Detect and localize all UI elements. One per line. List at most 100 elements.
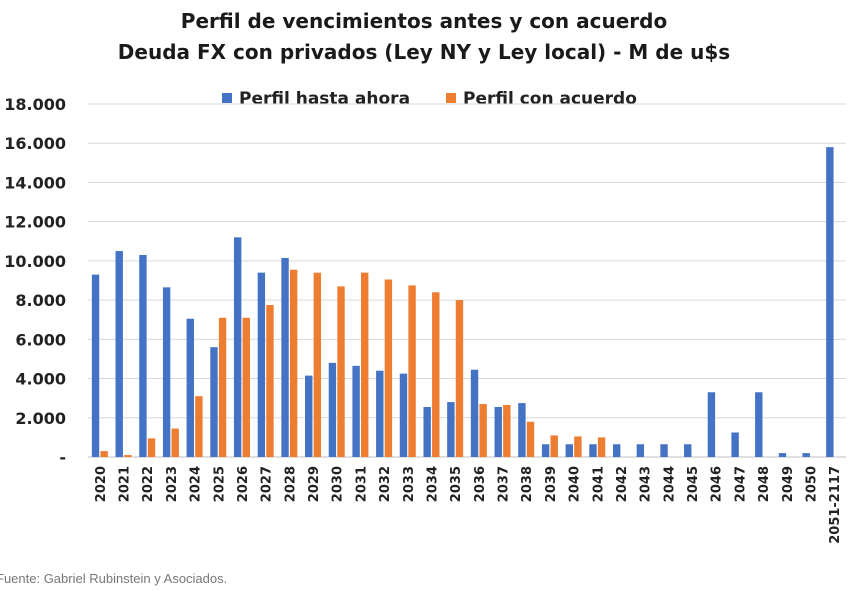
- x-tick-label: 2032: [378, 466, 393, 502]
- bar-perfil-hasta-ahora-2021: [115, 251, 123, 457]
- bar-perfil-con-acuerdo-2030: [337, 286, 345, 457]
- bar-perfil-hasta-ahora-2025: [210, 347, 218, 457]
- x-tick-label: 2050: [804, 466, 819, 502]
- x-tick-label: 2028: [283, 466, 298, 502]
- bar-perfil-con-acuerdo-2028: [289, 269, 298, 457]
- x-tick-label: 2039: [544, 466, 559, 502]
- bar-perfil-hasta-ahora-2044: [660, 444, 668, 457]
- bar-perfil-hasta-ahora-2048: [755, 392, 763, 457]
- y-tick-label: 8.000: [15, 291, 66, 310]
- bar-perfil-hasta-ahora-2020: [91, 274, 100, 457]
- x-tick-label: 2038: [520, 466, 535, 502]
- bar-perfil-con-acuerdo-2035: [455, 300, 464, 457]
- x-tick-label: 2020: [94, 466, 109, 502]
- bar-perfil-con-acuerdo-2020: [100, 451, 108, 457]
- legend-swatch-series-2: [446, 93, 456, 103]
- bar-perfil-con-acuerdo-2037: [503, 405, 511, 457]
- chart-title-line-1: Perfil de vencimientos antes y con acuer…: [181, 9, 667, 33]
- x-axis-tick-labels: 2020 2021 2022 2023 2024 2025 2026 2027 2028 2029…: [94, 466, 843, 544]
- x-tick-label: 2051-2117: [828, 466, 843, 544]
- bar-perfil-con-acuerdo-2036: [479, 404, 487, 457]
- x-tick-label: 2037: [497, 466, 512, 502]
- bar-perfil-hasta-ahora-2038: [518, 403, 526, 457]
- x-tick-label: 2042: [615, 466, 630, 502]
- x-tick-label: 2031: [354, 466, 369, 502]
- bar-perfil-con-acuerdo-2029: [313, 272, 322, 457]
- x-tick-label: 2033: [402, 466, 417, 502]
- bar-perfil-hasta-ahora-2031: [352, 365, 360, 457]
- x-tick-label: 2043: [639, 466, 654, 502]
- x-tick-label: 2049: [781, 466, 796, 502]
- x-tick-label: 2022: [141, 466, 156, 502]
- bar-perfil-con-acuerdo-2038: [526, 421, 535, 457]
- x-tick-label: 2029: [307, 466, 322, 502]
- bar-perfil-con-acuerdo-2032: [384, 279, 393, 457]
- bar-perfil-con-acuerdo-2024: [195, 396, 203, 457]
- bar-perfil-hasta-ahora-2030: [328, 362, 337, 457]
- x-tick-label: 2025: [212, 466, 227, 502]
- bar-perfil-hasta-ahora-2034: [423, 406, 431, 457]
- bar-perfil-con-acuerdo-2039: [550, 435, 558, 457]
- bar-perfil-con-acuerdo-2034: [432, 292, 440, 457]
- y-tick-label: 14.000: [4, 173, 66, 192]
- y-tick-label: 16.000: [4, 134, 66, 153]
- y-tick-label: 10.000: [4, 252, 66, 271]
- bar-perfil-con-acuerdo-2025: [218, 317, 227, 457]
- bar-perfil-con-acuerdo-2031: [361, 272, 369, 457]
- x-tick-label: 2047: [733, 466, 748, 502]
- x-tick-label: 2023: [165, 466, 180, 502]
- bar-perfil-con-acuerdo-2033: [408, 285, 416, 457]
- bar-perfil-con-acuerdo-2023: [171, 428, 179, 457]
- x-tick-label: 2036: [473, 466, 488, 502]
- x-tick-label: 2026: [236, 466, 251, 502]
- y-tick-label: 12.000: [4, 213, 66, 232]
- legend-label-series-1: Perfil hasta ahora: [239, 89, 410, 109]
- bar-perfil-hasta-ahora-2024: [186, 318, 194, 457]
- bar-perfil-con-acuerdo-2026: [242, 317, 250, 457]
- bar-perfil-hasta-ahora-2043: [636, 444, 645, 457]
- bar-perfil-hasta-ahora-2040: [565, 444, 573, 457]
- bar-perfil-hasta-ahora-2051-2117: [826, 147, 834, 457]
- x-tick-label: 2048: [757, 466, 772, 502]
- x-tick-label: 2034: [425, 466, 440, 502]
- x-tick-label: 2030: [331, 466, 346, 502]
- bar-perfil-con-acuerdo-2040: [574, 436, 582, 457]
- legend: Perfil hasta ahora Perfil con acuerdo: [222, 89, 637, 109]
- bar-perfil-hasta-ahora-2029: [305, 375, 313, 457]
- x-tick-label: 2027: [260, 466, 275, 502]
- x-tick-label: 2040: [568, 466, 583, 502]
- bar-perfil-hasta-ahora-2032: [376, 370, 384, 457]
- bar-perfil-hasta-ahora-2036: [470, 369, 479, 457]
- y-tick-label: 18.000: [4, 95, 66, 114]
- bar-perfil-con-acuerdo-2041: [597, 437, 606, 457]
- x-tick-label: 2041: [591, 466, 606, 502]
- bar-perfil-hasta-ahora-2039: [541, 444, 550, 457]
- legend-swatch-series-1: [222, 93, 232, 103]
- y-tick-label: 6.000: [15, 330, 66, 349]
- bar-perfil-hasta-ahora-2047: [731, 432, 739, 457]
- x-tick-label: 2044: [662, 466, 677, 502]
- bar-perfil-hasta-ahora-2035: [447, 402, 455, 457]
- y-tick-label: -: [59, 448, 66, 467]
- bar-perfil-hasta-ahora-2046: [707, 392, 716, 457]
- x-tick-label: 2024: [189, 466, 204, 502]
- bar-perfil-hasta-ahora-2033: [399, 373, 408, 457]
- y-tick-label: 2.000: [15, 409, 66, 428]
- bar-perfil-hasta-ahora-2023: [162, 287, 171, 457]
- bar-perfil-hasta-ahora-2050: [802, 453, 810, 457]
- bar-perfil-hasta-ahora-2037: [494, 406, 502, 457]
- bar-perfil-hasta-ahora-2022: [139, 255, 147, 457]
- bar-perfil-hasta-ahora-2027: [257, 272, 266, 457]
- bar-perfil-con-acuerdo-2021: [124, 455, 132, 457]
- bar-perfil-hasta-ahora-2045: [684, 444, 692, 457]
- y-axis-tick-labels: - 2.000 4.000 6.000 8.000 10.000 12.000 14.000 1…: [4, 95, 66, 467]
- bar-perfil-hasta-ahora-2028: [281, 257, 289, 457]
- bar-perfil-hasta-ahora-2049: [778, 453, 787, 457]
- bar-perfil-con-acuerdo-2027: [266, 305, 274, 457]
- bar-perfil-hasta-ahora-2026: [233, 237, 242, 457]
- x-tick-label: 2021: [118, 466, 133, 502]
- legend-label-series-2: Perfil con acuerdo: [463, 89, 637, 109]
- bars: [91, 147, 834, 457]
- source-note: Fuente: Gabriel Rubinstein y Asociados.: [0, 571, 228, 586]
